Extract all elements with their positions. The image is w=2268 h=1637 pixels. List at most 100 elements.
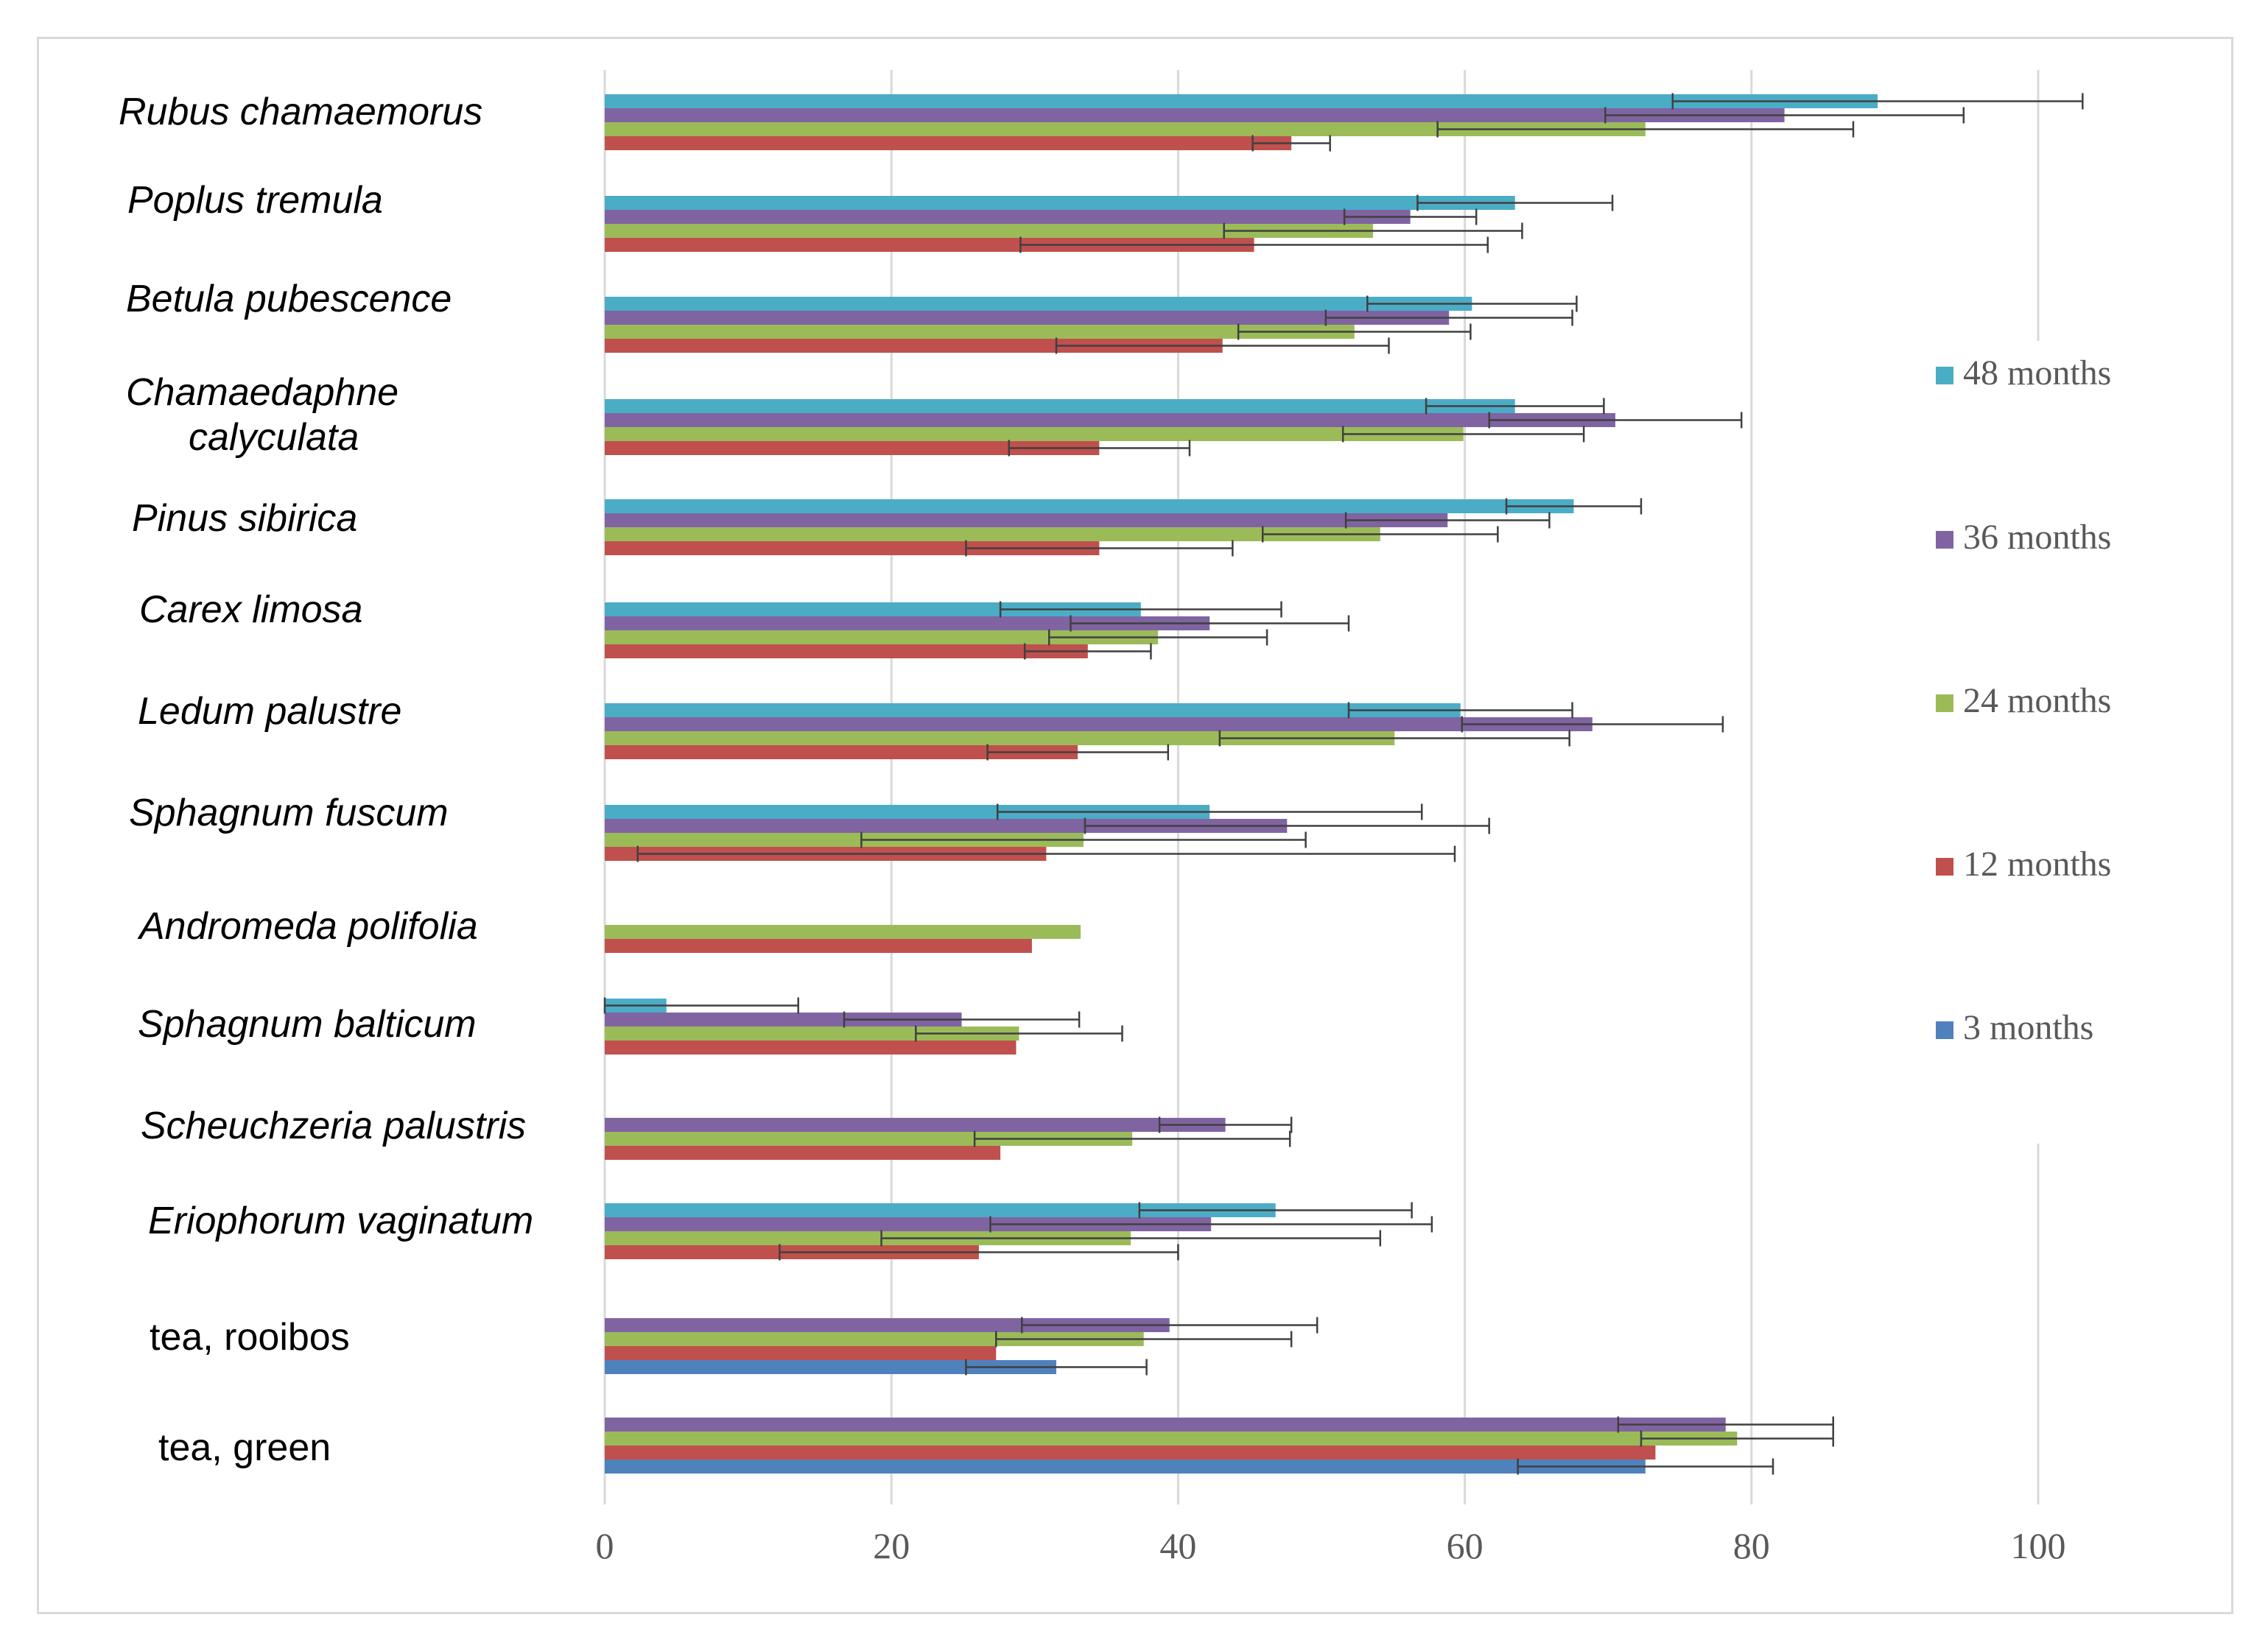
bar-12-months-2 <box>605 339 1223 353</box>
bar-12-months-10 <box>605 1146 1001 1160</box>
category-labels: Rubus chamaemorus Poplus tremula Betula pu… <box>119 91 533 1469</box>
legend-background <box>1932 341 2197 1144</box>
legend-swatch <box>1936 694 1953 712</box>
error-bar-48-months-6 <box>1347 702 1573 719</box>
legend-swatch <box>1936 858 1953 876</box>
bar-24-months-3 <box>605 427 1464 441</box>
bar-48-months-1 <box>605 196 1515 210</box>
error-bar-36-months-13 <box>1617 1416 1834 1433</box>
bar-36-months-1 <box>605 210 1411 224</box>
error-bar-48-months-4 <box>1505 498 1643 515</box>
error-bar-48-months-5 <box>999 601 1282 618</box>
bar-36-months-0 <box>605 108 1785 122</box>
bars <box>605 94 1878 1474</box>
error-bar-36-months-11 <box>989 1216 1433 1233</box>
bar-24-months-6 <box>605 731 1395 745</box>
error-bar-36-months-5 <box>1070 615 1350 632</box>
category-label-7: Sphagnum fuscum <box>129 792 449 834</box>
bar-48-months-0 <box>605 94 1878 108</box>
error-bar-48-months-2 <box>1366 295 1578 312</box>
bar-48-months-3 <box>605 399 1515 413</box>
bar-24-months-12 <box>605 1332 1144 1346</box>
error-bar-24-months-3 <box>1341 426 1585 443</box>
error-bar-36-months-4 <box>1344 512 1551 529</box>
category-label-1: Poplus tremula <box>127 179 383 222</box>
error-bar-12-months-2 <box>1055 337 1390 354</box>
error-bars <box>603 93 2084 1475</box>
error-bar-36-months-2 <box>1324 309 1573 326</box>
error-bar-48-months-11 <box>1138 1202 1413 1219</box>
legend-label: 12 months <box>1963 845 2111 884</box>
legend-label: 3 months <box>1963 1008 2093 1047</box>
x-tick-label-80: 80 <box>1733 1525 1770 1566</box>
error-bar-24-months-1 <box>1223 222 1523 239</box>
error-bar-12-months-7 <box>636 845 1456 862</box>
legend-item-36-months: 36 months <box>1936 518 2111 557</box>
category-label-5: Carex limosa <box>139 588 362 631</box>
bar-3-months-12 <box>605 1360 1056 1374</box>
bar-12-months-9 <box>605 1041 1017 1055</box>
gridlines <box>603 70 2040 1504</box>
x-tick-labels: 0 20 40 60 80 100 <box>596 1525 2066 1566</box>
bar-12-months-5 <box>605 644 1088 658</box>
error-bar-12-months-6 <box>986 744 1170 761</box>
category-label-10: Scheuchzeria palustris <box>141 1105 526 1147</box>
bar-48-months-7 <box>605 805 1210 819</box>
bar-24-months-8 <box>605 925 1081 939</box>
bar-24-months-4 <box>605 527 1380 541</box>
bar-36-months-2 <box>605 311 1450 325</box>
bar-36-months-13 <box>605 1418 1726 1432</box>
error-bar-24-months-7 <box>860 831 1307 848</box>
legend-item-12-months: 12 months <box>1936 845 2111 884</box>
bar-36-months-6 <box>605 717 1593 731</box>
error-bar-12-months-3 <box>1008 440 1191 457</box>
error-bar-24-months-0 <box>1436 121 1855 138</box>
legend-item-24-months: 24 months <box>1936 681 2111 720</box>
error-bar-36-months-6 <box>1461 716 1724 733</box>
category-label-4: Pinus sibirica <box>132 497 357 540</box>
error-bar-24-months-12 <box>995 1331 1293 1348</box>
error-bar-48-months-9 <box>603 997 799 1014</box>
chart-frame: Rubus chamaemorus Poplus tremula Betula pu… <box>37 37 2233 1614</box>
legend-swatch <box>1936 531 1953 549</box>
bar-12-months-13 <box>605 1446 1656 1460</box>
x-tick-label-40: 40 <box>1159 1525 1196 1566</box>
error-bar-24-months-2 <box>1237 323 1472 340</box>
error-bar-48-months-0 <box>1671 93 2084 110</box>
bar-36-months-10 <box>605 1118 1226 1132</box>
bar-48-months-2 <box>605 297 1472 311</box>
error-bar-12-months-1 <box>1019 236 1489 253</box>
bar-36-months-7 <box>605 819 1288 833</box>
error-bar-12-months-0 <box>1251 135 1331 152</box>
bar-24-months-2 <box>605 325 1355 339</box>
x-tick-label-60: 60 <box>1447 1525 1484 1566</box>
category-label-13: tea, green <box>158 1426 331 1469</box>
bar-12-months-4 <box>605 541 1100 555</box>
bar-12-months-12 <box>605 1346 997 1360</box>
bar-24-months-1 <box>605 224 1374 238</box>
error-bar-24-months-10 <box>973 1130 1291 1147</box>
error-bar-24-months-6 <box>1218 730 1570 747</box>
bar-chart: Rubus chamaemorus Poplus tremula Betula pu… <box>119 70 2197 1566</box>
bar-24-months-10 <box>605 1132 1133 1146</box>
bar-36-months-11 <box>605 1217 1212 1231</box>
x-tick-label-0: 0 <box>596 1525 614 1566</box>
bar-48-months-4 <box>605 499 1574 513</box>
error-bar-36-months-0 <box>1604 107 1965 124</box>
legend-swatch <box>1936 367 1953 384</box>
error-bar-36-months-9 <box>843 1011 1081 1028</box>
bar-36-months-5 <box>605 616 1210 630</box>
legend-label: 24 months <box>1963 681 2111 720</box>
category-label-2: Betula pubescence <box>126 278 452 320</box>
bar-3-months-13 <box>605 1460 1646 1474</box>
category-label-3: Chamaedaphne calyculata <box>126 371 399 459</box>
error-bar-24-months-11 <box>880 1230 1382 1247</box>
bar-12-months-0 <box>605 136 1292 150</box>
error-bar-3-months-13 <box>1517 1458 1774 1475</box>
error-bar-48-months-1 <box>1416 194 1614 211</box>
legend-label: 36 months <box>1963 518 2111 557</box>
bar-36-months-4 <box>605 513 1448 527</box>
error-bar-48-months-7 <box>996 803 1423 820</box>
x-tick-label-20: 20 <box>873 1525 910 1566</box>
error-bar-3-months-12 <box>965 1359 1148 1376</box>
